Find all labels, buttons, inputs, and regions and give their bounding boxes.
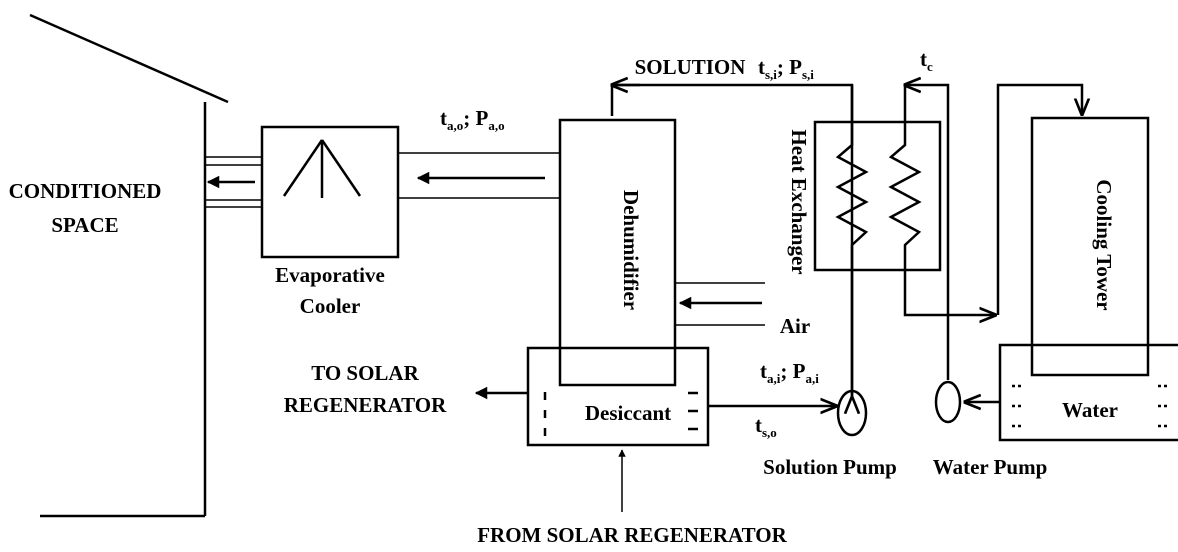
state-subscript: s,i (802, 67, 814, 82)
state-subscript: s,i (765, 67, 777, 82)
cooling-tower (934, 116, 1178, 442)
state-symbol: ; P (780, 359, 805, 383)
space-label: CONDITIONED (9, 179, 162, 203)
state-symbol: t (755, 413, 762, 437)
state-subscript: s,o (762, 425, 777, 440)
state-subscript: a,i (805, 371, 819, 386)
desiccant-label: Desiccant (585, 401, 671, 425)
solution-loop (612, 85, 868, 437)
heat-exchanger-label: Heat Exchanger (787, 129, 811, 274)
state-label: tc (920, 47, 933, 74)
state-symbol: t (920, 47, 927, 71)
state-label: ta,o; Pa,o (440, 106, 505, 133)
state-subscript: a,i (767, 371, 781, 386)
state-subscript: a,o (447, 118, 463, 133)
heat-exchanger (813, 85, 1082, 398)
desiccant-tank (474, 118, 710, 512)
building (29, 13, 229, 518)
state-symbol: t (758, 55, 765, 79)
regenerator-label: TO SOLAR (311, 361, 419, 385)
cooler-label: Evaporative (275, 263, 385, 287)
space-label: SPACE (51, 213, 118, 237)
solution-pump-label: Solution Pump (763, 455, 897, 479)
state-symbol: t (760, 359, 767, 383)
solution-label: SOLUTION (635, 55, 746, 79)
ducts (205, 152, 765, 326)
regenerator-label: FROM SOLAR REGENERATOR (477, 523, 787, 547)
state-symbol: ; P (777, 55, 802, 79)
regenerator-label: REGENERATOR (284, 393, 447, 417)
state-label: ts,o (755, 413, 777, 440)
state-symbol: t (440, 106, 447, 130)
state-subscript: c (927, 59, 933, 74)
evaporative-cooler (260, 125, 400, 259)
cooling-tower-label: Cooling Tower (1092, 179, 1116, 310)
cooler-label: Cooler (300, 294, 361, 318)
water-label: Water (1062, 398, 1118, 422)
water-pump-label: Water Pump (933, 455, 1048, 479)
state-label: ta,i; Pa,i (760, 359, 819, 386)
state-subscript: a,o (488, 118, 504, 133)
dehumidifier-label: Dehumidifier (619, 190, 643, 310)
state-label: ts,i; Ps,i (758, 55, 814, 82)
state-symbol: ; P (463, 106, 488, 130)
air-label: Air (780, 314, 810, 338)
